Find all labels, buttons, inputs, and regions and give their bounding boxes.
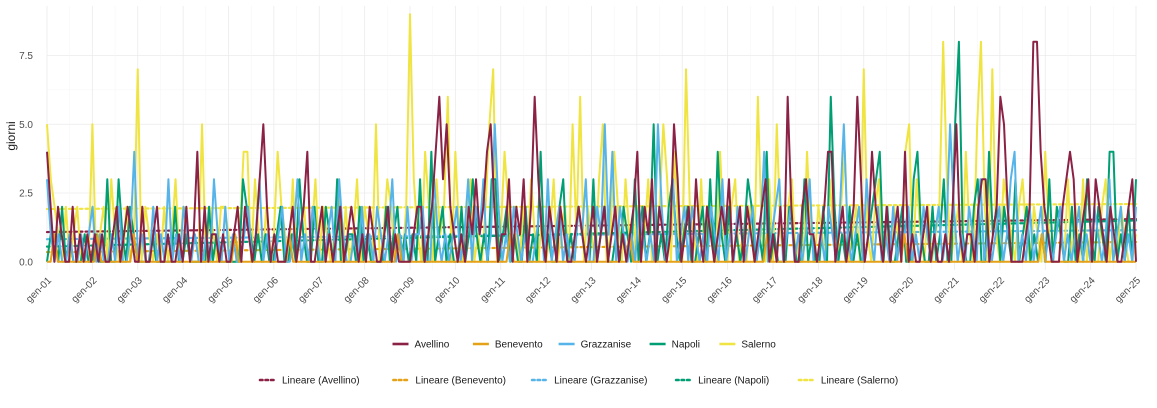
x-tick-label: gen-05 (206, 275, 236, 305)
x-tick-label: gen-20 (886, 275, 916, 305)
x-tick-label: gen-10 (433, 275, 463, 305)
legend-series-label: Avellino (415, 340, 450, 351)
y-tick-label: 5.0 (19, 120, 33, 131)
x-tick-label: gen-18 (796, 275, 826, 305)
x-tick-label: gen-08 (342, 275, 372, 305)
legend-trend: Lineare (Avellino) Lineare (Benevento) Lin… (258, 376, 898, 387)
legend-series: Avellino Benevento Grazzanise Napoli Salerno (392, 340, 776, 351)
x-tick-label: gen-15 (660, 275, 690, 305)
x-tick-label: gen-13 (569, 275, 599, 305)
legend-trend-label: Lineare (Benevento) (415, 376, 506, 387)
legend-series-label: Benevento (495, 340, 543, 351)
legend-trend-label: Lineare (Salerno) (821, 376, 898, 387)
x-tick-label: gen-16 (705, 275, 735, 305)
x-tick-label: gen-09 (387, 275, 417, 305)
legend-series-label: Salerno (741, 340, 776, 351)
legend-series-label: Grazzanise (581, 340, 632, 351)
series-line (46, 40, 1137, 263)
x-axis: gen-01 gen-02 gen-03 gen-04 gen-05 gen-06 gen-… (24, 275, 1143, 305)
x-tick-label: gen-01 (24, 275, 54, 305)
legend-series-label: Napoli (672, 340, 700, 351)
y-tick-label: 0.0 (19, 257, 33, 268)
x-tick-label: gen-12 (523, 275, 553, 305)
x-tick-label: gen-04 (160, 275, 190, 305)
y-axis: 0.0 2.5 5.0 7.5 (19, 51, 33, 268)
legend-trend-label: Lineare (Napoli) (698, 376, 769, 387)
x-tick-label: gen-22 (977, 275, 1007, 305)
x-tick-label: gen-02 (70, 275, 100, 305)
y-tick-label: 7.5 (19, 51, 33, 62)
series-lines (46, 13, 1137, 263)
x-tick-label: gen-19 (841, 275, 871, 305)
x-tick-label: gen-03 (115, 275, 145, 305)
y-axis-title: giorni (4, 121, 18, 150)
y-tick-label: 2.5 (19, 189, 33, 200)
legend-trend-label: Lineare (Avellino) (282, 376, 360, 387)
x-tick-label: gen-14 (614, 275, 644, 305)
legend-trend-label: Lineare (Grazzanise) (554, 376, 647, 387)
x-tick-label: gen-24 (1068, 275, 1098, 305)
x-tick-label: gen-21 (932, 275, 962, 305)
x-tick-label: gen-23 (1023, 275, 1053, 305)
x-tick-label: gen-07 (297, 275, 327, 305)
x-tick-label: gen-06 (251, 275, 281, 305)
x-tick-label: gen-11 (479, 275, 509, 305)
x-tick-label: gen-17 (750, 275, 780, 305)
x-tick-label: gen-25 (1113, 275, 1143, 305)
